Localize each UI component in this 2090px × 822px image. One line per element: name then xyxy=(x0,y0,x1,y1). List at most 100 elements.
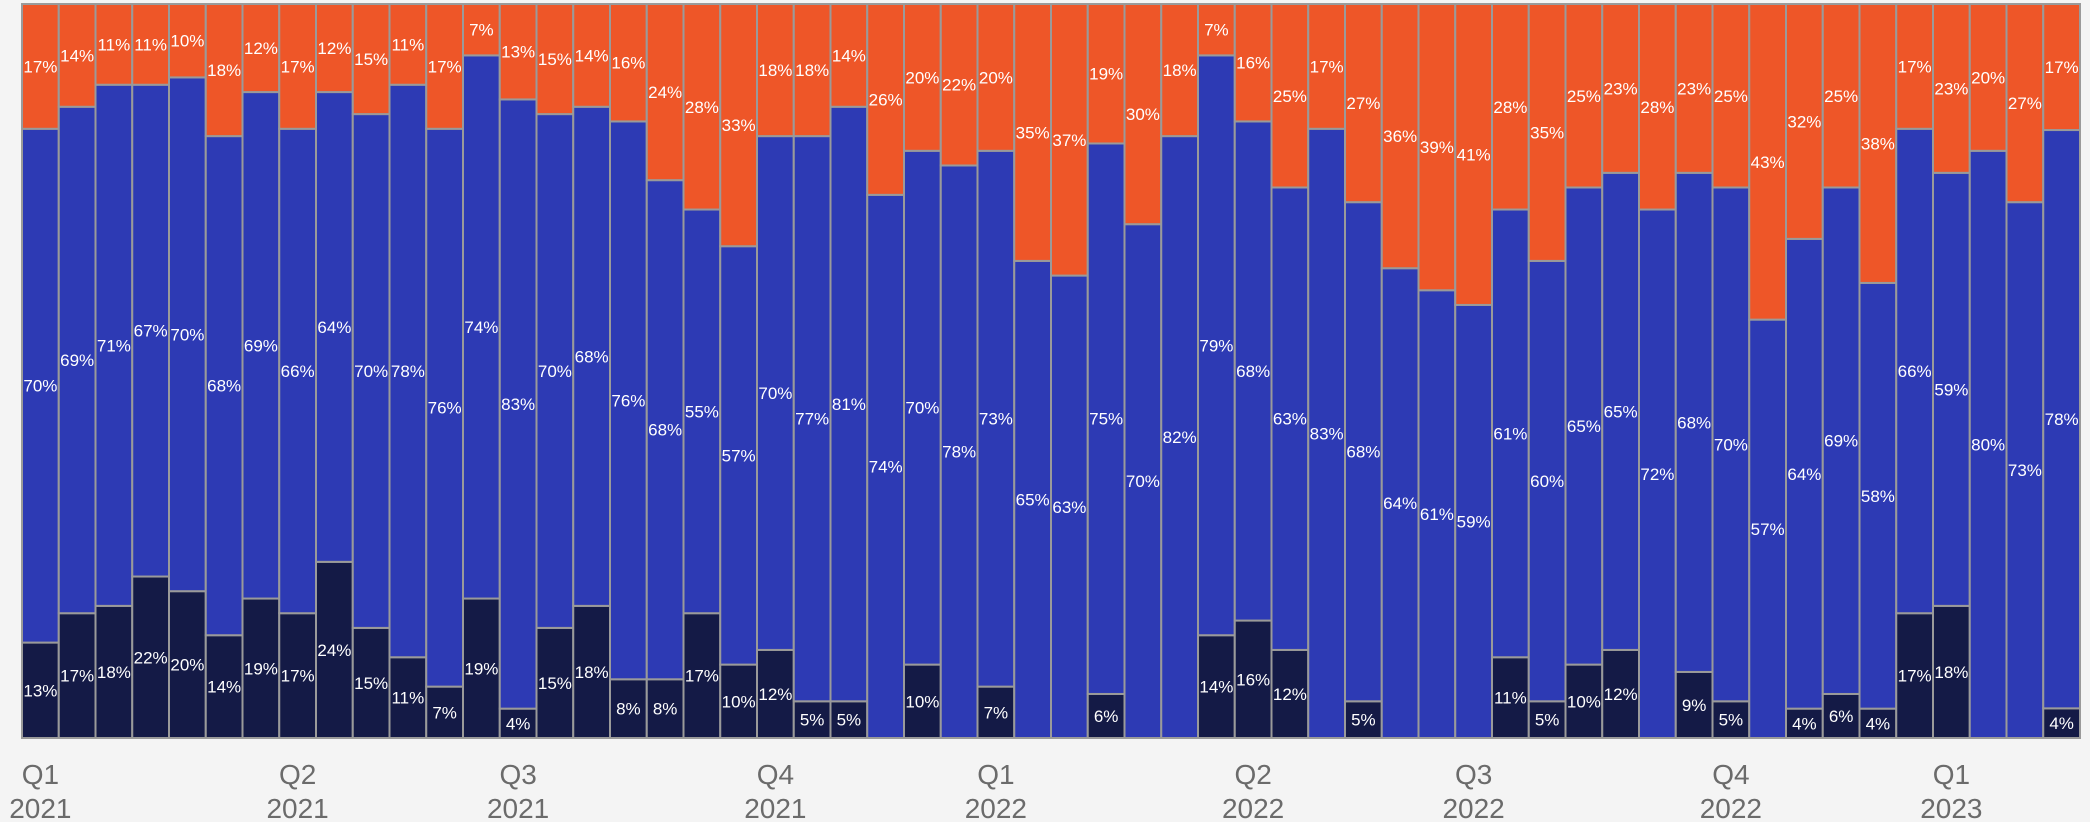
bar-segment-top xyxy=(94,3,134,86)
segment-label-top: 43% xyxy=(1751,153,1785,172)
bar-segment-bottom xyxy=(94,604,134,739)
segment-label-middle: 61% xyxy=(1420,505,1454,524)
segment-label-top: 14% xyxy=(60,46,94,65)
segment-label-top: 25% xyxy=(1567,87,1601,106)
segment-label-middle: 83% xyxy=(501,395,535,414)
bar-segment-bottom xyxy=(609,678,648,740)
segment-label-middle: 74% xyxy=(869,457,903,476)
segment-label-middle: 73% xyxy=(979,410,1013,429)
segment-label-top: 23% xyxy=(1934,79,1968,98)
segment-label-top: 33% xyxy=(722,116,756,135)
segment-label-bottom: 4% xyxy=(2049,714,2074,733)
segment-label-top: 11% xyxy=(134,35,167,54)
bar-segment-top xyxy=(903,3,942,152)
bar-segment-bottom xyxy=(1197,634,1236,739)
bar-segment-top xyxy=(1197,3,1236,57)
bar-segment-top xyxy=(976,3,1016,152)
segment-label-bottom: 17% xyxy=(281,667,315,686)
segment-label-middle: 70% xyxy=(758,384,792,403)
segment-label-middle: 76% xyxy=(611,391,645,410)
segment-label-top: 20% xyxy=(1971,68,2005,87)
segment-label-top: 36% xyxy=(1383,127,1417,146)
bar-segment-middle xyxy=(1344,201,1383,703)
segment-label-middle: 69% xyxy=(244,336,278,355)
segment-label-top: 18% xyxy=(1163,61,1197,80)
segment-label-top: 24% xyxy=(648,83,682,102)
bar-segment-middle xyxy=(2042,129,2081,710)
segment-label-top: 39% xyxy=(1420,138,1454,157)
segment-label-top: 17% xyxy=(2045,58,2079,77)
bar-segment-top xyxy=(2042,3,2081,132)
x-tick-quarter-label: Q2 xyxy=(279,759,316,790)
bar-segment-top xyxy=(1821,3,1861,189)
bar-segment-middle xyxy=(462,54,501,600)
bar-segment-top xyxy=(498,3,538,101)
segment-label-top: 38% xyxy=(1861,134,1895,153)
segment-label-top: 28% xyxy=(1493,98,1527,117)
bar-segment-bottom xyxy=(351,626,391,740)
bar-segment-top xyxy=(1527,3,1567,262)
bar-segment-top xyxy=(719,3,758,248)
segment-label-middle: 81% xyxy=(832,395,866,414)
bar-segment-top xyxy=(1601,3,1640,174)
bar-segment-middle xyxy=(572,105,611,607)
bar-segment-top xyxy=(21,3,60,130)
segment-label-top: 28% xyxy=(685,98,719,117)
segment-label-bottom: 5% xyxy=(1719,711,1744,730)
bar-segment-top xyxy=(792,3,832,138)
segment-label-top: 17% xyxy=(1898,57,1932,76)
segment-label-top: 27% xyxy=(2008,94,2042,113)
segment-label-bottom: 22% xyxy=(134,648,168,667)
segment-label-bottom: 17% xyxy=(685,667,719,686)
segment-label-top: 20% xyxy=(905,68,939,87)
segment-label-bottom: 10% xyxy=(1567,692,1601,711)
bar-segment-top xyxy=(1711,3,1751,189)
segment-label-middle: 70% xyxy=(1126,472,1160,491)
segment-label-bottom: 5% xyxy=(837,711,862,730)
segment-label-middle: 64% xyxy=(1787,465,1821,484)
segment-label-middle: 68% xyxy=(1346,443,1380,462)
segment-label-bottom: 18% xyxy=(575,663,609,682)
segment-label-middle: 78% xyxy=(391,362,425,381)
bar-segment-middle xyxy=(21,127,60,644)
bar-segment-bottom xyxy=(425,685,464,739)
segment-label-top: 20% xyxy=(979,68,1013,87)
segment-label-top: 11% xyxy=(97,35,130,54)
segment-label-middle: 75% xyxy=(1089,410,1123,429)
segment-label-middle: 58% xyxy=(1861,487,1895,506)
segment-label-middle: 64% xyxy=(1383,494,1417,513)
bar-segment-top xyxy=(1086,3,1126,145)
segment-label-bottom: 12% xyxy=(1604,685,1638,704)
segment-label-middle: 68% xyxy=(1677,413,1711,432)
segment-label-middle: 70% xyxy=(170,325,204,344)
bar-segment-bottom xyxy=(204,634,244,739)
bar-segment-top xyxy=(1674,3,1714,174)
bar-segment-middle xyxy=(1785,237,1824,710)
segment-label-middle: 70% xyxy=(905,399,939,418)
bar-segment-top xyxy=(1344,3,1383,204)
segment-label-top: 18% xyxy=(795,61,829,80)
bar-segment-middle xyxy=(425,127,464,688)
segment-label-top: 28% xyxy=(1640,98,1674,117)
segment-label-bottom: 11% xyxy=(1494,689,1527,708)
bar-segment-bottom xyxy=(1233,619,1273,739)
x-tick-year-label: 2022 xyxy=(965,793,1027,822)
segment-label-middle: 70% xyxy=(538,362,572,381)
x-tick-year-label: 2022 xyxy=(1442,793,1504,822)
bar-segment-top xyxy=(645,3,685,182)
bar-segment-middle xyxy=(609,120,648,681)
segment-label-middle: 59% xyxy=(1457,512,1491,531)
bar-segment-middle xyxy=(1638,208,1677,739)
segment-label-middle: 65% xyxy=(1016,490,1050,509)
segment-label-bottom: 13% xyxy=(23,681,57,700)
segment-label-top: 16% xyxy=(1236,54,1270,73)
segment-label-middle: 55% xyxy=(685,402,719,421)
segment-label-middle: 71% xyxy=(97,336,131,355)
segment-label-middle: 67% xyxy=(134,322,168,341)
bar-segment-middle xyxy=(1895,127,1934,615)
segment-label-middle: 66% xyxy=(1898,362,1932,381)
bar-segment-middle xyxy=(1417,289,1457,739)
segment-label-top: 41% xyxy=(1457,145,1491,164)
bar-segment-top xyxy=(1233,3,1273,123)
segment-label-bottom: 5% xyxy=(1535,711,1560,730)
